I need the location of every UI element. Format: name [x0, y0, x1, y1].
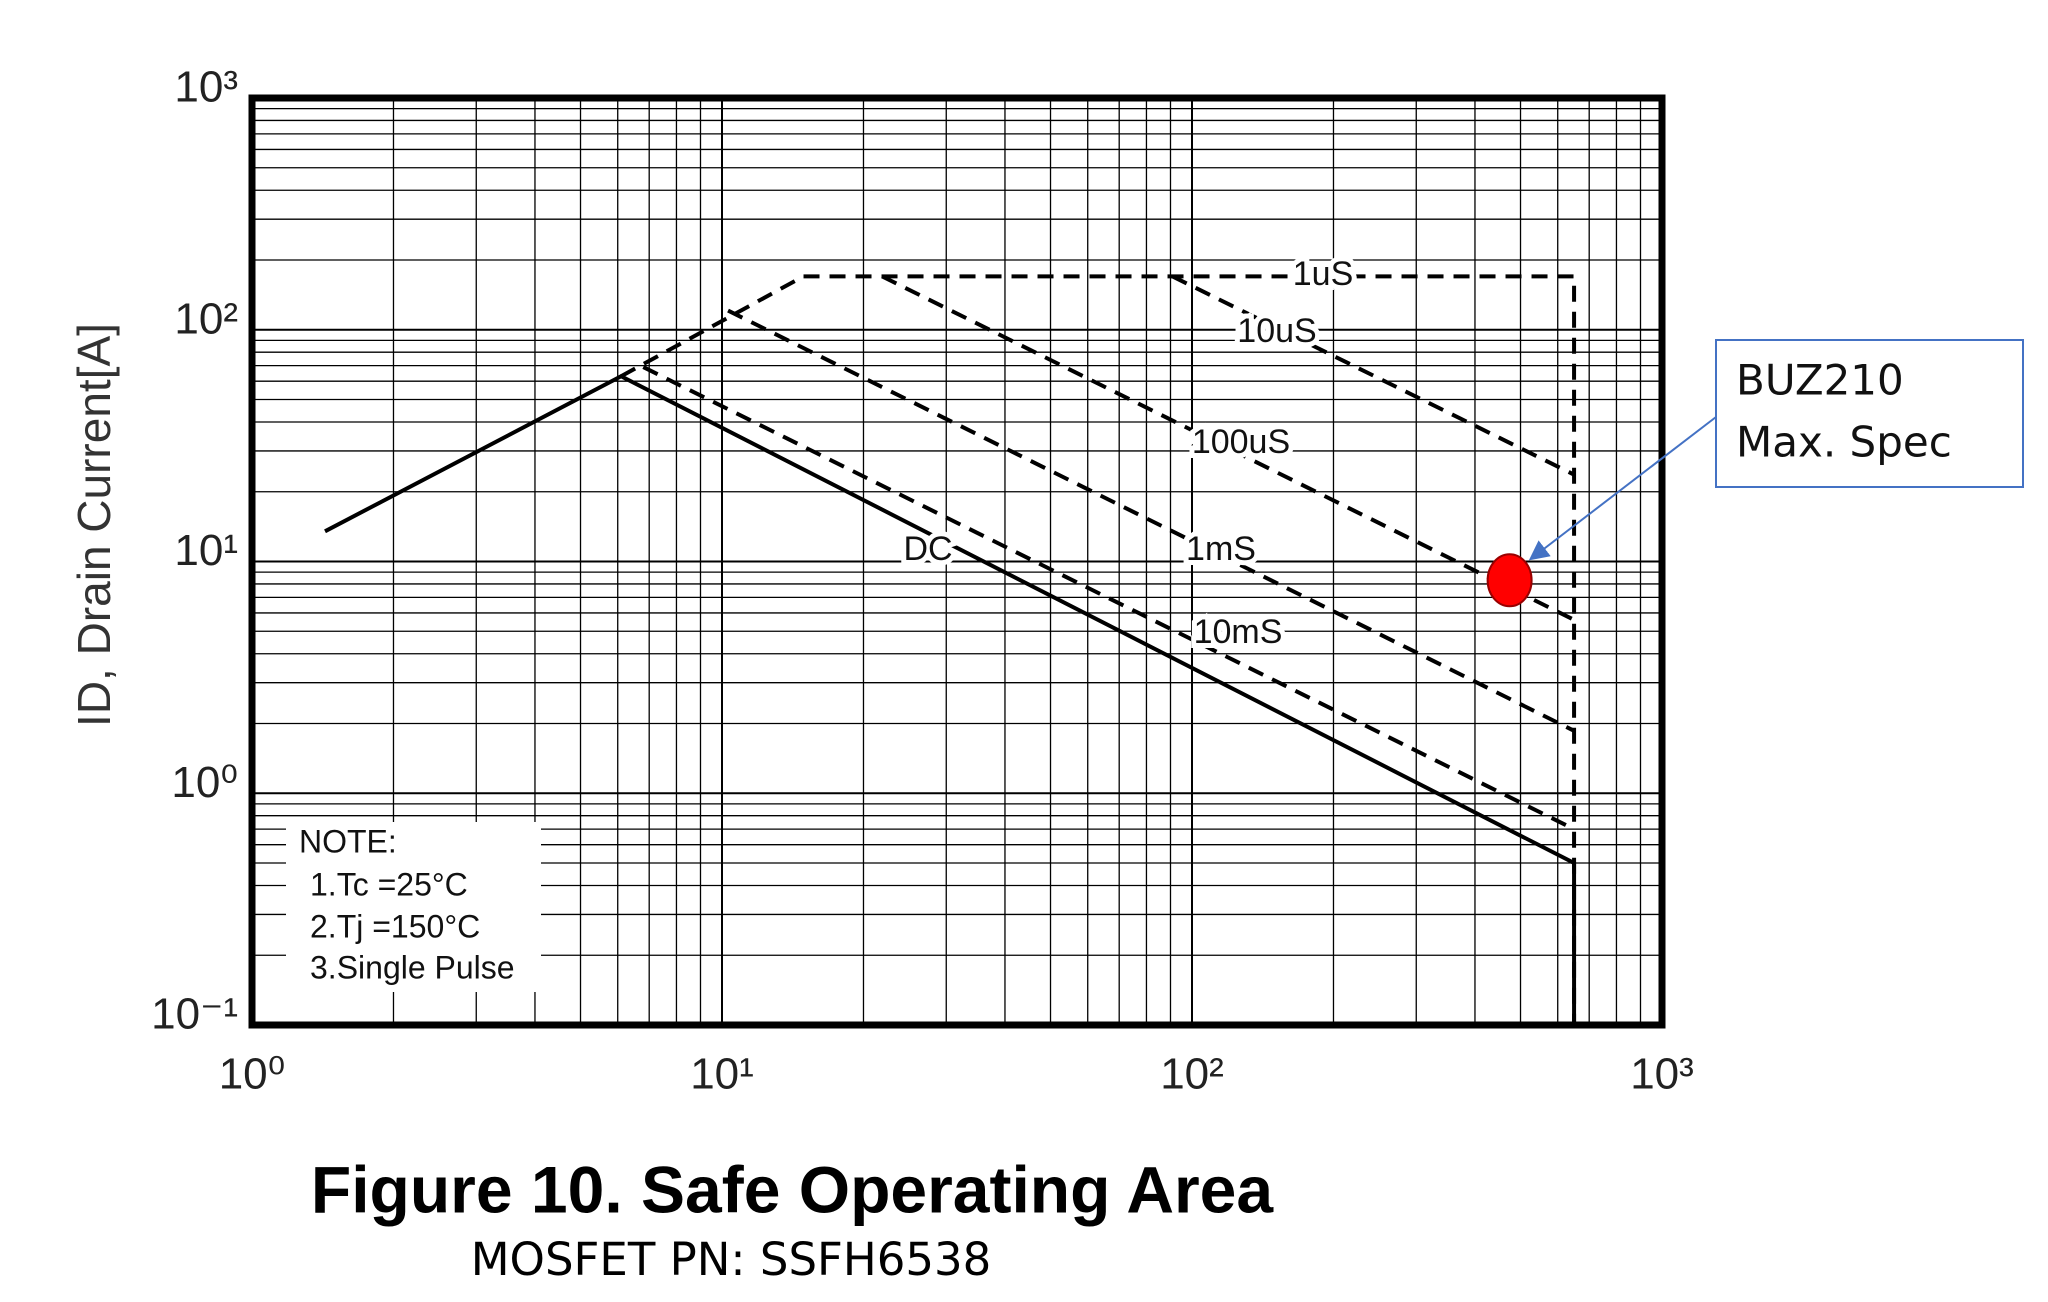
y-tick-label: 10²	[174, 294, 238, 343]
series-label: 10uS	[1237, 312, 1316, 350]
x-tick-label: 10³	[1630, 1050, 1694, 1099]
y-tick-label: 10⁻¹	[151, 990, 238, 1039]
series-line	[727, 308, 1575, 733]
annotation-arrow	[1528, 416, 1717, 561]
note-box	[286, 822, 541, 992]
series-label: DC	[903, 530, 952, 568]
annotation-box	[1715, 339, 2024, 488]
series-line	[620, 274, 1577, 1025]
series-label: 100uS	[1192, 423, 1290, 461]
y-tick-label: 10³	[174, 63, 238, 112]
y-tick-label: 10⁰	[171, 758, 238, 807]
note-line: 3.Single Pulse	[310, 949, 515, 985]
series-line	[642, 365, 1575, 831]
note-line: NOTE:	[299, 823, 397, 859]
plot-frame	[248, 94, 1666, 1029]
annotation-point	[1486, 553, 1533, 608]
series-label: 10mS	[1194, 613, 1283, 651]
series-line	[1171, 274, 1575, 477]
y-axis-label: ID, Drain Current[A]	[68, 323, 120, 727]
series-label: 1mS	[1186, 530, 1256, 568]
chart-subtitle: MOSFET PN: SSFH6538	[471, 1233, 992, 1286]
note-line: 1.Tc =25°C	[310, 866, 468, 902]
x-tick-label: 10¹	[690, 1050, 754, 1099]
y-tick-label: 10¹	[174, 526, 238, 575]
x-tick-label: 10⁰	[219, 1050, 286, 1099]
series-label: 1uS	[1293, 255, 1354, 293]
lines	[324, 274, 1577, 1025]
note-line: 2.Tj =150°C	[310, 908, 480, 944]
annotation-text: Max. Spec	[1736, 418, 1952, 467]
annotation-text: BUZ210	[1736, 356, 1904, 405]
chart-title: Figure 10. Safe Operating Area	[311, 1152, 1274, 1226]
x-tick-label: 10²	[1160, 1050, 1224, 1099]
